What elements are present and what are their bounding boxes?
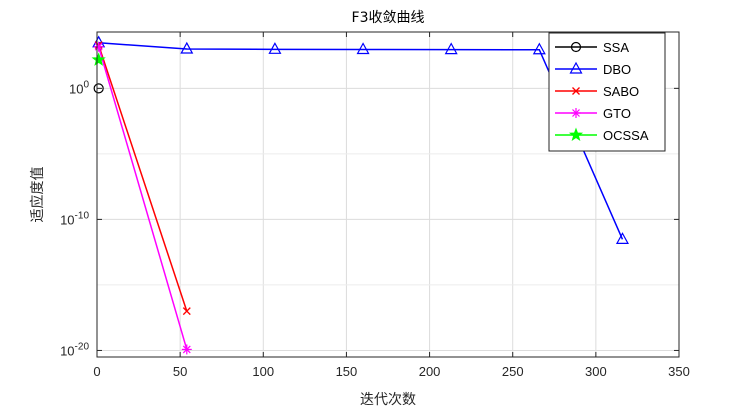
y-tick-label: 100 — [69, 79, 89, 96]
x-tick-label: 300 — [585, 364, 607, 379]
legend-item-dbo: DBO — [555, 61, 631, 77]
data-point-dbo — [356, 42, 370, 55]
legend-item-ssa: SSA — [555, 40, 629, 55]
x-tick-label: 200 — [419, 364, 441, 379]
data-point-gto — [93, 41, 104, 52]
legend-box — [548, 32, 666, 152]
data-point-sabo — [572, 87, 580, 95]
data-point-dbo — [268, 42, 282, 54]
data-point-sabo — [182, 307, 191, 316]
legend-label: GTO — [603, 106, 631, 121]
x-tick-label: 150 — [336, 364, 358, 379]
legend-item-sabo: SABO — [555, 84, 639, 99]
chart-title: F3收敛曲线 — [352, 10, 425, 26]
data-point-dbo — [569, 61, 583, 74]
y-tick-base: 10 — [60, 212, 74, 227]
y-axis-label: 适应度值 — [29, 167, 46, 223]
axes-box — [96, 31, 680, 358]
x-axis-label: 迭代次数 — [360, 392, 416, 408]
y-tick-label: 10-10 — [60, 210, 89, 227]
y-tick-label: 10-20 — [60, 341, 89, 358]
data-point-gto — [571, 108, 581, 118]
legend-label: DBO — [603, 62, 631, 77]
x-tick-label: 0 — [93, 364, 100, 379]
data-point-dbo — [615, 232, 629, 244]
data-point-ssa — [570, 41, 582, 53]
y-tick-exponent: -10 — [75, 210, 90, 221]
series-gto — [93, 41, 192, 355]
data-point-ocssa — [568, 127, 584, 142]
data-point-dbo — [180, 41, 194, 54]
y-tick-base: 10 — [69, 81, 83, 96]
data-point-dbo — [444, 42, 458, 55]
data-point-dbo — [532, 42, 546, 55]
series-ssa — [93, 83, 104, 94]
x-tick-label: 250 — [502, 364, 524, 379]
y-tick-base: 10 — [60, 343, 74, 358]
legend-label: SABO — [603, 84, 639, 99]
series-line-dbo — [98, 42, 624, 240]
series-line-gto — [97, 46, 188, 350]
x-tick-label: 50 — [173, 364, 187, 379]
series-layer — [91, 35, 629, 355]
legend-label: OCSSA — [603, 128, 649, 143]
legend-item-ocssa: OCSSA — [555, 127, 649, 143]
series-ocssa — [91, 52, 106, 66]
x-tick-label: 350 — [668, 364, 690, 379]
data-point-ssa — [93, 83, 104, 94]
legend: SSA DBO SABO GTO OCSSA — [548, 32, 666, 152]
legend-item-gto: GTO — [555, 106, 631, 121]
legend-label: SSA — [603, 40, 629, 55]
y-tick-exponent: 0 — [83, 79, 89, 90]
x-tick-label: 100 — [252, 364, 274, 379]
data-point-ocssa — [91, 52, 106, 66]
data-point-gto — [181, 344, 192, 355]
y-tick-exponent: -20 — [75, 341, 90, 352]
series-line-sabo — [97, 44, 188, 312]
